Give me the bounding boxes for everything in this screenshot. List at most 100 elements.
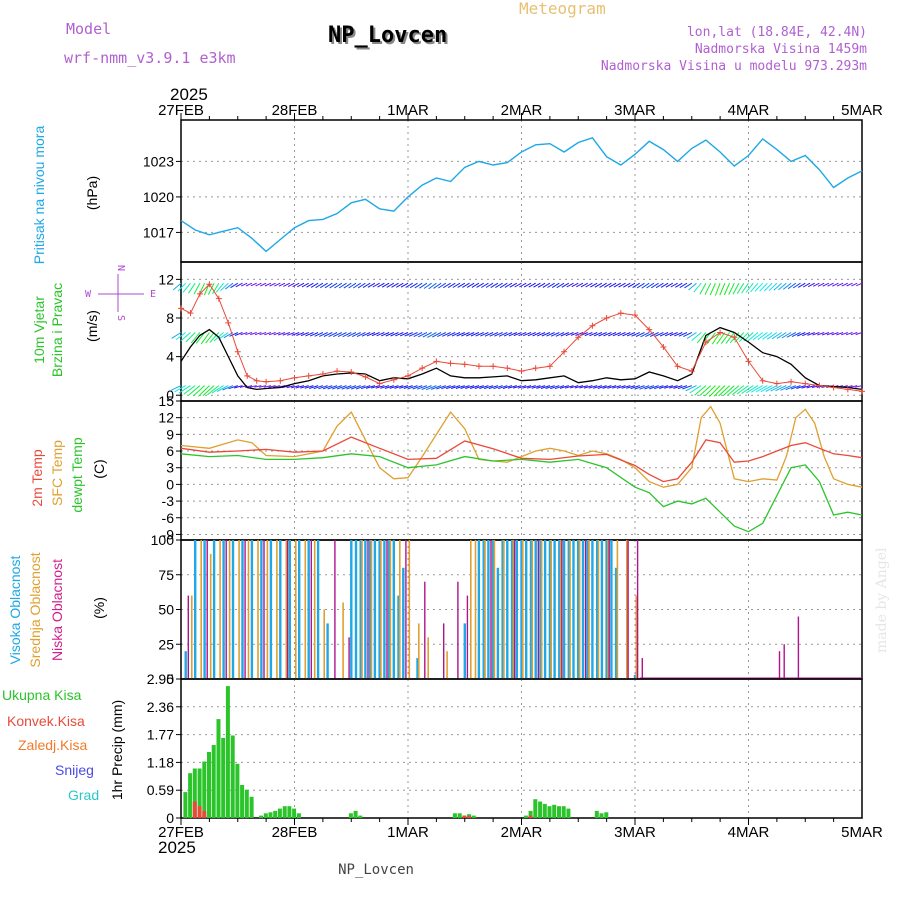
wind-barb-r1-70 <box>503 332 513 337</box>
wind-gust-marker-48 <box>816 382 823 389</box>
cloud-bar-0-20 <box>369 540 372 679</box>
wind-gust-marker-51 <box>859 388 865 395</box>
wind-barb-r2-104 <box>665 282 674 288</box>
wind-barb-r2-120 <box>741 282 749 294</box>
cloud-bar-0-57 <box>605 540 608 679</box>
cloud-bar-1-16 <box>361 540 363 679</box>
legend-frz-rain: Zaledj.Kisa <box>18 737 87 753</box>
temp-label-dewpt: dewpt Temp <box>69 437 85 512</box>
precip-bar-0-15 <box>259 815 263 818</box>
cloud-bar-2-26 <box>783 644 785 680</box>
temp-label-sfc: SFC Temp <box>49 440 65 506</box>
precip-bar-1-4 <box>467 816 472 818</box>
wind-barb-r1-48 <box>399 332 409 337</box>
cloud-bar-0-1 <box>194 540 197 679</box>
cloud-bar-1-21 <box>408 540 411 679</box>
wind-barb-r1-3 <box>185 332 196 343</box>
temp-2m-line <box>180 436 863 483</box>
wind-barb-r0-35 <box>336 385 347 390</box>
cloud-bar-2-8 <box>348 637 350 679</box>
pressure-ytick-label-1: 1020 <box>143 189 174 205</box>
precip-bar-0-1 <box>188 773 193 818</box>
cloud-bar-1-32 <box>531 540 534 679</box>
wind-barb-r1-65 <box>480 332 489 337</box>
wind-barb-r1-21 <box>273 332 281 336</box>
wind-barb-r0-1 <box>174 385 186 393</box>
precip-bar-0-23 <box>296 813 301 818</box>
wind-barb-r0-128 <box>775 385 787 392</box>
wind-barb-r2-127 <box>773 282 782 291</box>
wind-barb-r0-44 <box>380 385 390 389</box>
cloud-bar-0-53 <box>586 540 589 679</box>
wind-barb-r1-23 <box>282 332 290 336</box>
cloud-bar-1-1 <box>200 540 202 679</box>
cloud-bar-1-24 <box>446 651 448 679</box>
wind-barb-r0-114 <box>709 385 721 397</box>
precip-bar-0-8 <box>221 737 226 818</box>
wind-barb-r2-86 <box>580 282 588 288</box>
wind-barb-r0-27 <box>300 385 309 389</box>
wind-barb-r1-110 <box>691 332 702 341</box>
wind-gust-marker-26 <box>504 365 511 372</box>
wind-barb-r0-46 <box>389 385 399 389</box>
pressure-panel-label: Pritisak na nivou mora <box>31 126 47 265</box>
cloud-bar-0-55 <box>596 540 599 679</box>
precip-bar-0-39 <box>557 806 561 818</box>
wind-barb-r1-33 <box>328 332 338 338</box>
wind-barb-r1-20 <box>268 332 276 336</box>
wind-barb-r1-83 <box>565 332 574 337</box>
wind-barb-r2-39 <box>357 282 366 289</box>
wind-barb-r0-29 <box>309 385 319 389</box>
wind-barb-r0-143 <box>850 385 858 388</box>
wind-barb-r1-44 <box>381 332 390 337</box>
wind-gust-marker-10 <box>277 377 284 384</box>
wind-gust-marker-2 <box>196 290 203 297</box>
wind-gust-marker-23 <box>461 361 468 368</box>
cloud-bar-0-33 <box>491 540 495 679</box>
wind-barb-r0-68 <box>493 385 503 390</box>
cloud-bar-1-33 <box>540 540 543 679</box>
wind-barb-r2-77 <box>537 282 546 288</box>
wind-barb-r0-12 <box>228 385 238 390</box>
time-tick-bottom-5: 4MAR <box>728 824 770 841</box>
wind-barb-r1-49 <box>404 332 413 337</box>
wind-barb-r2-44 <box>381 282 390 288</box>
footer-station: NP_Lovcen <box>338 862 414 878</box>
wind-barb-r0-32 <box>322 385 333 390</box>
wind-barb-r1-73 <box>518 332 527 337</box>
wind-barb-r1-53 <box>422 332 432 338</box>
cloud-bar-2-23 <box>636 540 639 679</box>
precip-ytick-label-2: 1.18 <box>147 754 174 770</box>
wind-gust-marker-15 <box>348 369 355 376</box>
wind-barb-r0-63 <box>469 385 480 389</box>
wind-barb-r0-37 <box>346 385 357 390</box>
cloud-bar-2-2 <box>225 540 227 679</box>
wind-barb-r0-73 <box>517 385 527 389</box>
precip-bar-0-28 <box>457 813 462 818</box>
wind-barb-r1-34 <box>333 332 343 338</box>
cloud-bar-0-46 <box>553 540 556 679</box>
wind-barb-r1-76 <box>532 332 541 337</box>
wind-barb-r0-26 <box>295 385 305 389</box>
cloud-bar-2-12 <box>424 581 426 679</box>
wind-gust-marker-9 <box>263 378 270 385</box>
wind-gust-marker-38 <box>674 363 681 370</box>
cloud-bar-1-5 <box>238 540 240 679</box>
wind-barb-r1-56 <box>437 332 447 338</box>
wind-barb-r2-103 <box>660 282 669 288</box>
cloud-ytick-label-0: 0 <box>166 671 174 687</box>
wind-barb-r2-15 <box>245 282 253 287</box>
wind-barb-r2-125 <box>764 282 773 292</box>
meteogram-title: Meteogram <box>519 0 606 18</box>
wind-gust-marker-12 <box>305 372 312 379</box>
wind-gust-marker-28 <box>532 365 539 372</box>
precip-panel: 0 0.59 1.18 1.77 2.36 2.95 <box>147 671 863 826</box>
temp-frame <box>180 400 863 541</box>
wind-barb-r1-89 <box>593 332 603 337</box>
time-tick-top-0: 27FEB <box>158 102 204 119</box>
wind-barb-r0-70 <box>502 385 513 389</box>
wind-barb-r2-106 <box>675 282 683 288</box>
time-tick-bottom-4: 3MAR <box>614 824 656 841</box>
wind-speed-line <box>180 326 863 391</box>
wind-barb-r2-0 <box>172 282 182 291</box>
